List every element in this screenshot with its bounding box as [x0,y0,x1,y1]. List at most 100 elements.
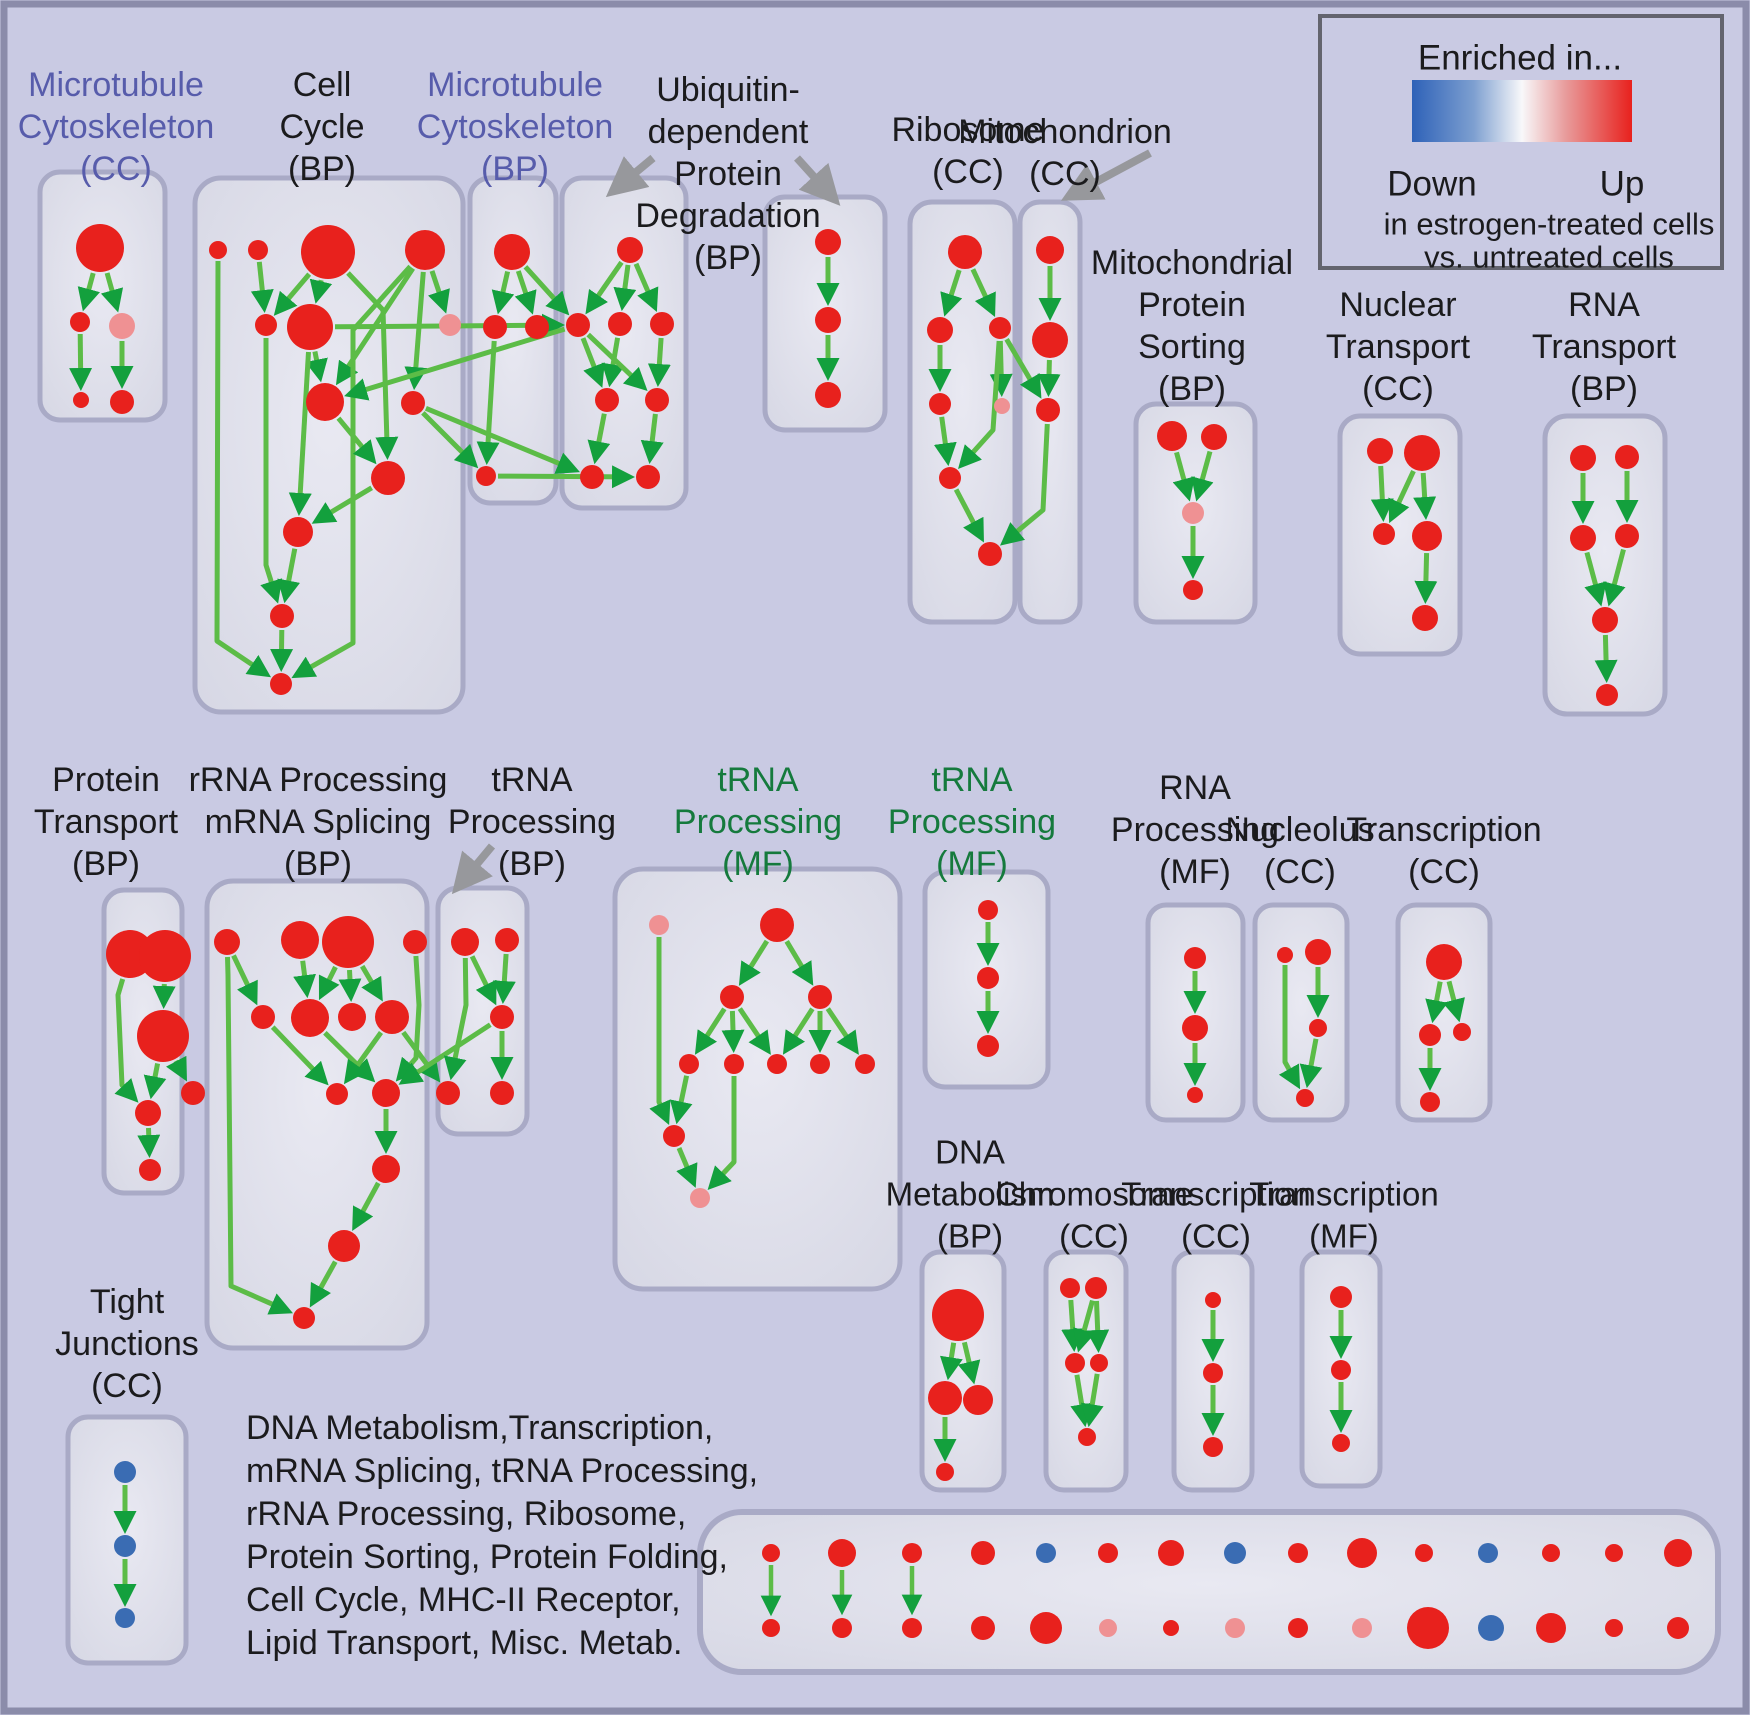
enrichment-edge [784,940,814,986]
enrichment-edge [1037,359,1061,397]
category-label-trna-bp: Processing [448,803,616,841]
go-term-node [1163,1620,1179,1636]
category-label-rrna: mRNA Splicing [205,803,432,841]
enrichment-edge [953,488,984,543]
go-term-node [1330,1286,1352,1308]
go-term-node [1596,684,1618,706]
enrichment-edge [77,272,100,312]
go-term-node [608,312,632,336]
go-term-node [70,312,90,332]
category-label-dna: Metabolism [886,1176,1055,1213]
enrichment-edge [649,937,671,1126]
category-label-tcc3: Transcription [1121,1176,1311,1213]
go-term-node [978,542,1002,566]
category-label-ubiq: (BP) [694,239,762,277]
enrichment-edge [424,405,580,474]
category-label-nucleolus: Nucleolus [1225,811,1374,849]
go-term-node [1099,1619,1117,1637]
go-term-node [1667,1617,1689,1639]
go-term-node [73,392,89,408]
misc-term-nodes [760,1538,1692,1649]
go-term-node [301,225,355,279]
go-term-node [1615,524,1639,548]
go-term-node [927,317,953,343]
go-term-node [1615,445,1639,469]
go-term-node [1542,1544,1560,1562]
enrichment-edge [1414,552,1438,604]
go-term-node [649,915,669,935]
enrichment-edge [137,1127,161,1158]
enrichment-edge [1425,981,1448,1024]
go-term-node [994,398,1010,414]
go-term-node [1352,1618,1372,1638]
legend-caption-line1: in estrogen-treated cells [1384,207,1715,242]
category-label-chrom: (CC) [1059,1218,1129,1255]
category-label-nucleolus: (CC) [1264,853,1336,891]
go-term-node [963,1385,993,1415]
category-label-trna-mf1: Processing [674,803,842,841]
legend-up-label: Up [1600,165,1645,204]
go-term-node [650,312,674,336]
enrichment-edge [1000,423,1050,546]
network-edges [69,257,1639,1607]
category-label-rnaproc: (MF) [1159,853,1231,891]
go-term-node [1407,1607,1449,1649]
enrichment-edge [338,969,362,1002]
enrichment-edge [640,413,664,465]
go-term-node [372,1079,400,1107]
enrichment-edge [1603,548,1626,607]
category-label-ubiq: Degradation [635,197,820,235]
enrichment-edge [738,939,770,986]
go-term-node [494,234,530,270]
go-term-node [720,985,744,1009]
go-term-node [810,1054,830,1074]
enrichment-edge [491,270,515,315]
enrichment-edge [344,326,566,401]
enrichment-edge [1370,465,1394,522]
category-label-pt: (BP) [72,845,140,883]
enrichment-edge [1413,472,1437,520]
pointer-arrow-icon [794,155,841,206]
enrichment-edge [214,260,272,678]
category-label-rnaproc: RNA [1159,769,1231,807]
enrichment-edge [1299,1038,1323,1089]
go-term-node [1412,521,1442,551]
category-label-tight: (CC) [91,1367,163,1405]
enrichment-edge [270,629,294,672]
category-label-pt: Protein [52,761,160,799]
go-term-node [1157,421,1187,451]
enrichment-edge [293,960,316,999]
go-term-node [1030,1612,1062,1644]
go-term-node [1570,525,1596,551]
go-term-node [636,465,660,489]
go-term-node [815,307,841,333]
go-term-node [1347,1538,1377,1568]
category-label-mito: (CC) [1029,155,1101,193]
go-term-node [372,1155,400,1183]
go-term-node [978,900,998,920]
go-term-node [328,1230,360,1262]
go-term-node [902,1543,922,1563]
go-term-node [1203,1363,1223,1383]
go-term-node [1182,502,1204,524]
enrichment-edge [398,1022,492,1085]
enrichment-edge [1061,1299,1085,1352]
go-term-node [1415,1544,1433,1562]
go-term-node [617,237,643,263]
enrichment-edge [231,954,258,1006]
go-term-node [436,1081,460,1105]
go-term-node [115,1608,135,1628]
go-term-node [1288,1543,1308,1563]
category-label-tmf: Transcription [1249,1176,1439,1213]
enrichment-edge [587,413,611,465]
footnote-line: rRNA Processing, Ribosome, [246,1495,686,1533]
enrichment-edge [514,270,537,315]
go-term-node [1296,1089,1314,1107]
enrichment-edge [1278,965,1301,1090]
go-term-node [1225,1618,1245,1638]
go-term-node [270,604,294,628]
enrichment-edge [469,955,497,1006]
category-box-nuclear [1337,413,1463,657]
enrichment-edge [443,957,469,1081]
enrichment-edge [309,1260,338,1308]
